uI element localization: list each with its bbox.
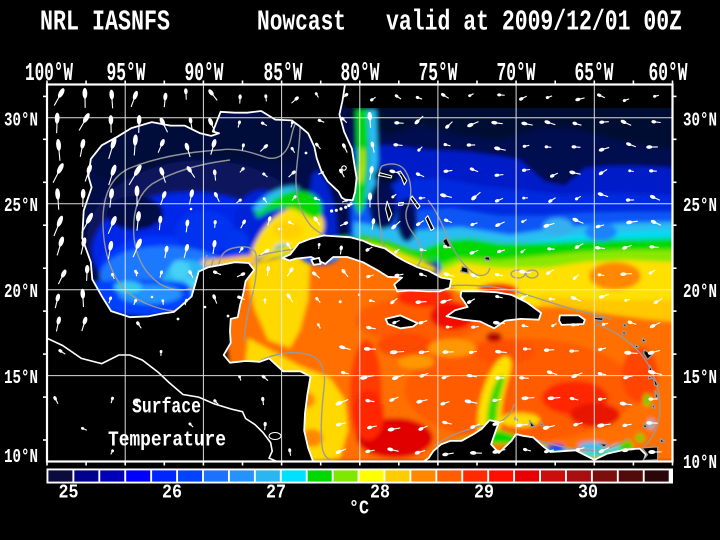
svg-text:valid at 2009/12/01 00Z: valid at 2009/12/01 00Z <box>386 6 682 39</box>
svg-text:25°N: 25°N <box>683 195 717 217</box>
svg-text:°C: °C <box>349 498 369 520</box>
svg-text:95°W: 95°W <box>107 58 146 88</box>
svg-text:20°N: 20°N <box>683 281 717 303</box>
svg-text:Surface: Surface <box>132 397 201 420</box>
svg-text:90°W: 90°W <box>185 58 224 88</box>
svg-text:65°W: 65°W <box>575 58 614 88</box>
svg-text:30: 30 <box>578 482 598 504</box>
svg-text:29: 29 <box>474 482 494 504</box>
svg-text:25°N: 25°N <box>4 195 38 217</box>
svg-text:15°N: 15°N <box>683 367 717 389</box>
svg-text:10°N: 10°N <box>4 446 38 468</box>
svg-text:Nowcast: Nowcast <box>257 6 346 39</box>
svg-text:60°W: 60°W <box>649 58 688 88</box>
svg-text:10°N: 10°N <box>683 452 717 474</box>
svg-text:15°N: 15°N <box>4 367 38 389</box>
svg-text:70°W: 70°W <box>497 58 536 88</box>
svg-text:28: 28 <box>370 482 390 504</box>
svg-text:85°W: 85°W <box>264 58 303 88</box>
svg-text:NRL IASNFS: NRL IASNFS <box>40 6 170 39</box>
svg-text:20°N: 20°N <box>4 281 38 303</box>
svg-text:100°W: 100°W <box>25 58 73 88</box>
svg-text:25: 25 <box>59 482 79 504</box>
svg-text:27: 27 <box>266 482 286 504</box>
svg-text:Temperature: Temperature <box>108 430 226 453</box>
svg-text:30°N: 30°N <box>4 109 38 131</box>
svg-text:30°N: 30°N <box>683 109 717 131</box>
svg-text:75°W: 75°W <box>419 58 458 88</box>
svg-text:80°W: 80°W <box>341 58 380 88</box>
svg-text:26: 26 <box>162 482 182 504</box>
